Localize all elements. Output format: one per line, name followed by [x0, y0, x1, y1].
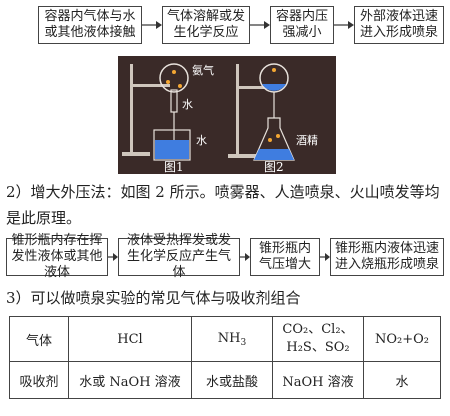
flow1-step-2-text: 气体溶解或发生化学反应	[166, 9, 245, 40]
co2-group-line-1: CO₂、Cl₂、	[282, 322, 354, 337]
table-cell-nh3: NH3	[191, 316, 273, 362]
flow2-step-4: 锥形瓶内液体迅速进入烧瓶形成喷泉	[330, 238, 444, 276]
flow2-arrow-1	[108, 252, 118, 262]
table-header-gas: 气体	[9, 316, 69, 362]
flow2-arrow-2	[240, 252, 250, 262]
flow2-step-2-text: 液体受热挥发或发生化学反应产生气体	[126, 233, 231, 280]
table-cell-co2-group: CO₂、Cl₂、 H₂S、SO₂	[272, 316, 364, 362]
flow2-step-1: 锥形瓶内存在挥发性液体或其他液体	[6, 233, 108, 280]
flow1-arrow-2	[250, 20, 270, 30]
flow1-step-4: 外部液体迅速进入形成喷泉	[354, 6, 444, 44]
table-cell-absorbent-nh3: 水或盐酸	[191, 361, 273, 399]
flow1-step-3: 容器内压强减小	[270, 6, 334, 44]
table-cell-no2-o2: NO₂+O₂	[363, 316, 441, 362]
table-row-gas: 气体 HCl NH3 CO₂、Cl₂、 H₂S、SO₂ NO₂+O₂	[9, 316, 441, 362]
flow1-step-1-text: 容器内气体与水或其他液体接触	[44, 9, 136, 40]
flow2-step-4-text: 锥形瓶内液体迅速进入烧瓶形成喷泉	[334, 241, 439, 272]
co2-group-line-2: H₂S、SO₂	[286, 340, 350, 355]
table-cell-hcl: HCl	[68, 316, 192, 362]
table-header-absorbent: 吸收剂	[9, 361, 69, 399]
table-cell-absorbent-co2-group: NaOH 溶液	[272, 361, 364, 399]
flow1-step-3-text: 容器内压强减小	[275, 9, 328, 40]
section-2-line-1: 2）增大外压法：如图 2 所示。喷雾器、人造喷泉、火山喷发等均	[6, 183, 440, 201]
flow1-arrow-1	[142, 20, 162, 30]
nh3-subscript: 3	[240, 337, 247, 348]
section-3-title: 3）可以做喷泉实验的常见气体与吸收剂组合	[6, 289, 301, 307]
flow2-step-3-text: 锥形瓶内气压增大	[258, 241, 311, 272]
figure-1-caption: 图1	[164, 160, 184, 174]
figure-panel: 氨气 水 水 酒精 图1 图2	[118, 56, 336, 174]
flow2-step-3: 锥形瓶内气压增大	[250, 238, 320, 276]
flow-chart-1: 容器内气体与水或其他液体接触 气体溶解或发生化学反应 容器内压强减小 外部液体迅…	[0, 4, 450, 44]
label-alcohol: 酒精	[296, 134, 318, 147]
flow-chart-2: 锥形瓶内存在挥发性液体或其他液体 液体受热挥发或发生化学反应产生气体 锥形瓶内气…	[0, 233, 450, 280]
flow2-arrow-3	[320, 252, 330, 262]
flow2-step-2: 液体受热挥发或发生化学反应产生气体	[118, 233, 240, 280]
table-cell-absorbent-no2-o2: 水	[363, 361, 441, 399]
flow1-step-4-text: 外部液体迅速进入形成喷泉	[359, 9, 438, 40]
gas-absorbent-table: 气体 HCl NH3 CO₂、Cl₂、 H₂S、SO₂ NO₂+O₂ 吸收剂 水…	[9, 316, 441, 399]
nh3-base: NH	[217, 330, 241, 346]
table-cell-absorbent-hcl: 水或 NaOH 溶液	[68, 361, 192, 399]
label-water-bottom: 水	[196, 134, 207, 147]
flow1-step-1: 容器内气体与水或其他液体接触	[38, 6, 142, 44]
label-water-top: 水	[182, 98, 193, 111]
flow2-step-1-text: 锥形瓶内存在挥发性液体或其他液体	[11, 233, 103, 280]
apparatus-illustration	[122, 63, 295, 161]
flow1-arrow-3	[334, 20, 354, 30]
figure-2-caption: 图2	[264, 160, 284, 174]
flow1-step-2: 气体溶解或发生化学反应	[162, 6, 250, 44]
label-ammonia: 氨气	[192, 64, 214, 77]
section-2-line-2: 是此原理。	[6, 209, 82, 227]
table-row-absorbent: 吸收剂 水或 NaOH 溶液 水或盐酸 NaOH 溶液 水	[9, 361, 441, 399]
